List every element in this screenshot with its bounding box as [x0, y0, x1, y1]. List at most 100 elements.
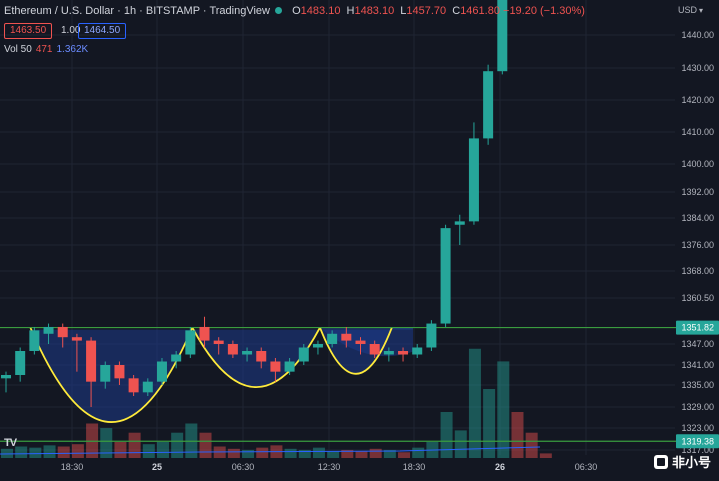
price-tick-label: 1392.00 [681, 187, 714, 197]
candle-body [497, 0, 508, 72]
volume-bar [156, 441, 169, 458]
price-tick-label: 1420.00 [681, 95, 714, 105]
candle [185, 326, 196, 358]
volume-bar [128, 432, 141, 458]
candle [426, 320, 437, 351]
candle-body [454, 221, 465, 225]
volume-bar [171, 432, 184, 458]
symbol-header: Ethereum / U.S. Dollar · 1h · BITSTAMP ·… [4, 5, 585, 17]
volume-label: Vol 50 [4, 44, 32, 55]
volume-bar [29, 447, 42, 458]
candle-body [270, 361, 281, 372]
price-tick-label: 1376.00 [681, 240, 714, 250]
volume-bar [341, 449, 354, 458]
candle [43, 323, 54, 344]
volume-bar [199, 432, 212, 458]
watermark-logo-icon [653, 455, 668, 469]
candle [369, 340, 380, 358]
volume-bar [227, 448, 240, 458]
candle-body [29, 330, 40, 351]
market-status-icon [275, 7, 283, 14]
candle-body [57, 326, 68, 338]
price-axis[interactable]: 1440.00 1430.00 1420.00 1410.00 1400.00 1392.… [676, 0, 719, 481]
time-tick-label: 25 [152, 462, 162, 472]
candle [440, 224, 451, 327]
candle-body [398, 351, 409, 355]
candle-body [312, 344, 323, 348]
candle-body [256, 351, 267, 362]
candle-body [227, 344, 238, 355]
candle-body [156, 361, 167, 382]
low-value: 1457.70 [406, 5, 447, 17]
candle [142, 378, 153, 396]
time-tick-label: 18:30 [403, 462, 426, 472]
volume-bar [355, 451, 368, 458]
candle-body [128, 378, 139, 393]
volume-bar [298, 449, 311, 458]
currency-selector[interactable]: USD [678, 5, 703, 15]
volume-bar [312, 447, 325, 458]
candle [256, 347, 267, 369]
candle-body [242, 351, 253, 355]
time-tick-label: 26 [495, 462, 505, 472]
candle [171, 351, 182, 369]
candle-body [171, 354, 182, 362]
candle [341, 326, 352, 348]
high-value: 1483.10 [354, 5, 395, 17]
volume-bar [525, 432, 538, 458]
volume-bar [43, 445, 56, 458]
volume-bar [483, 389, 496, 458]
symbol-name[interactable]: Ethereum / U.S. Dollar [4, 5, 115, 17]
volume-bar [383, 449, 396, 458]
candle [398, 347, 409, 362]
price-tick-label: 1430.00 [681, 63, 714, 73]
candle [298, 344, 309, 365]
candle [227, 340, 238, 358]
price-axis-bg [676, 0, 719, 481]
candle-body [327, 333, 338, 344]
price-tick-label: 1360.50 [681, 293, 714, 303]
volume-legend[interactable]: Vol 50 471 1.362K [4, 44, 88, 55]
candle [468, 122, 479, 225]
candle-body [369, 344, 380, 355]
time-axis[interactable]: 18:30 25 06:30 12:30 18:30 26 06:30 [0, 459, 676, 481]
time-tick-label: 06:30 [575, 462, 598, 472]
volume-bar [100, 428, 113, 458]
sell-button[interactable]: 1463.50 [4, 23, 53, 39]
volume-bar [412, 447, 425, 458]
open-label: O [292, 5, 301, 17]
candle [483, 64, 494, 145]
change-value: −19.20 (−1.30%) [503, 5, 585, 17]
candle-body [426, 323, 437, 348]
candle [454, 214, 465, 245]
candle-body [15, 351, 26, 375]
volume-bar [57, 446, 70, 458]
candle [199, 316, 210, 348]
interval-label[interactable]: 1h [123, 5, 137, 17]
buy-button[interactable]: 1464.50 [78, 23, 127, 39]
volume-bar [1, 448, 13, 458]
candle-body [1, 375, 11, 379]
candle-body [284, 361, 295, 372]
price-label: 1319.38 [681, 436, 714, 446]
price-tick-label: 1317.00 [681, 445, 714, 455]
candle [128, 375, 139, 396]
watermark: 非小号 [653, 452, 711, 471]
candle [312, 340, 323, 355]
price-tick-label: 1440.00 [681, 30, 714, 40]
volume-bar [71, 444, 84, 458]
candle [412, 344, 423, 358]
volume-bar [15, 446, 28, 458]
volume-bar [284, 448, 297, 458]
candle-body [341, 333, 352, 341]
candle-body [355, 340, 366, 344]
candle-body [483, 71, 494, 139]
tradingview-logo-icon[interactable]: TV [4, 437, 17, 449]
candle-body [86, 340, 97, 382]
volume-bar [511, 412, 524, 458]
time-tick-label: 12:30 [318, 462, 341, 472]
volume-bar [468, 348, 481, 458]
volume-bar [539, 453, 552, 458]
volume-bar [369, 448, 382, 458]
